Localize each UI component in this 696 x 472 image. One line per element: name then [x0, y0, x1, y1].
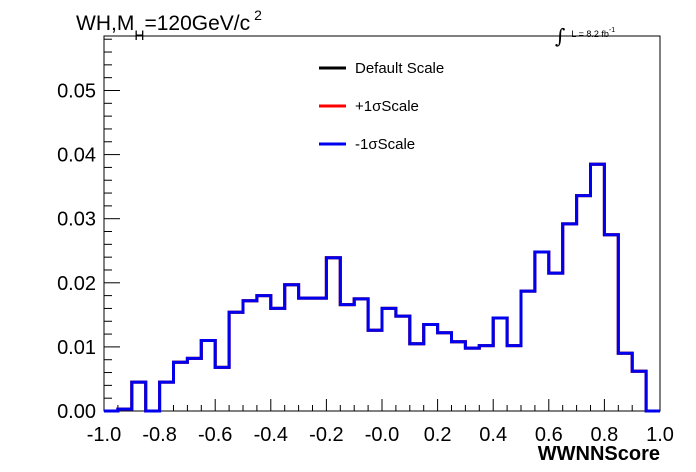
- x-tick-label: 0.2: [424, 424, 452, 446]
- x-tick-label: -0.8: [142, 424, 176, 446]
- title-prefix: WH,M: [76, 12, 135, 35]
- y-tick-label: 0.04: [57, 145, 96, 167]
- title-subscript: H: [134, 27, 145, 43]
- y-tick-label: 0.02: [57, 273, 96, 295]
- x-tick-label: -0.6: [198, 424, 232, 446]
- luminosity-text: L = 8.2 fb: [571, 29, 609, 39]
- x-tick-label: 0.8: [590, 424, 618, 446]
- legend: Default Scale +1σScale -1σScale: [319, 60, 444, 153]
- y-tick-label: 0.05: [57, 80, 96, 102]
- x-tick-label: 1.0: [646, 424, 674, 446]
- x-tick-label: 0.6: [535, 424, 563, 446]
- x-tick-label: -1.0: [87, 424, 121, 446]
- luminosity-exponent: -1: [608, 27, 616, 34]
- title-superscript: 2: [254, 7, 262, 23]
- x-tick-label: -0.0: [365, 424, 399, 446]
- title-mid: =120GeV/c: [144, 12, 251, 35]
- series-2-histogram: [104, 162, 660, 413]
- y-tick-label: 0.03: [57, 209, 96, 231]
- x-tick-label: -0.2: [309, 424, 343, 446]
- y-tick-label: 0.00: [57, 401, 96, 423]
- legend-label: -1σScale: [355, 136, 415, 153]
- x-axis-label: WWNNScore: [538, 443, 660, 465]
- chart-title: WH,MH=120GeV/c 2: [76, 7, 262, 43]
- series-group: [104, 162, 660, 413]
- legend-label: Default Scale: [355, 60, 444, 77]
- x-tick-label: 0.4: [479, 424, 507, 446]
- x-tick-label: -0.4: [254, 424, 288, 446]
- x-axis: -1.0 -0.8 -0.6 -0.4 -0.2 -0.0 0.2 0.4 0.6 0.8 1.0: [87, 399, 674, 446]
- legend-label: +1σScale: [355, 98, 419, 115]
- y-tick-label: 0.01: [57, 337, 96, 359]
- y-axis: 0.00 0.01 0.02 0.03 0.04 0.05: [57, 38, 120, 423]
